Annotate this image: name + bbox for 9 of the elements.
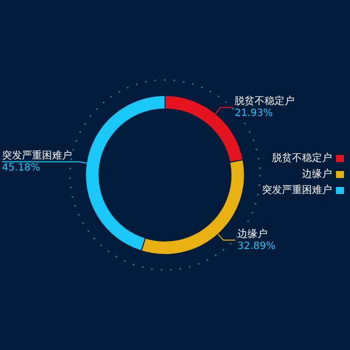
slice-label: 突发严重困难户 [2, 149, 72, 162]
data-label: 21.93% [234, 108, 273, 120]
legend-label: 突发严重困难户 [262, 184, 332, 197]
slice-label: 脱贫不稳定户 [234, 95, 295, 108]
legend-label: 脱贫不稳定户 [272, 152, 332, 165]
data-label: 45.18% [2, 162, 40, 174]
legend-label: 边缘户 [302, 168, 332, 181]
slice-label: 边缘户 [237, 228, 268, 240]
data-label: 32.89% [237, 240, 276, 252]
